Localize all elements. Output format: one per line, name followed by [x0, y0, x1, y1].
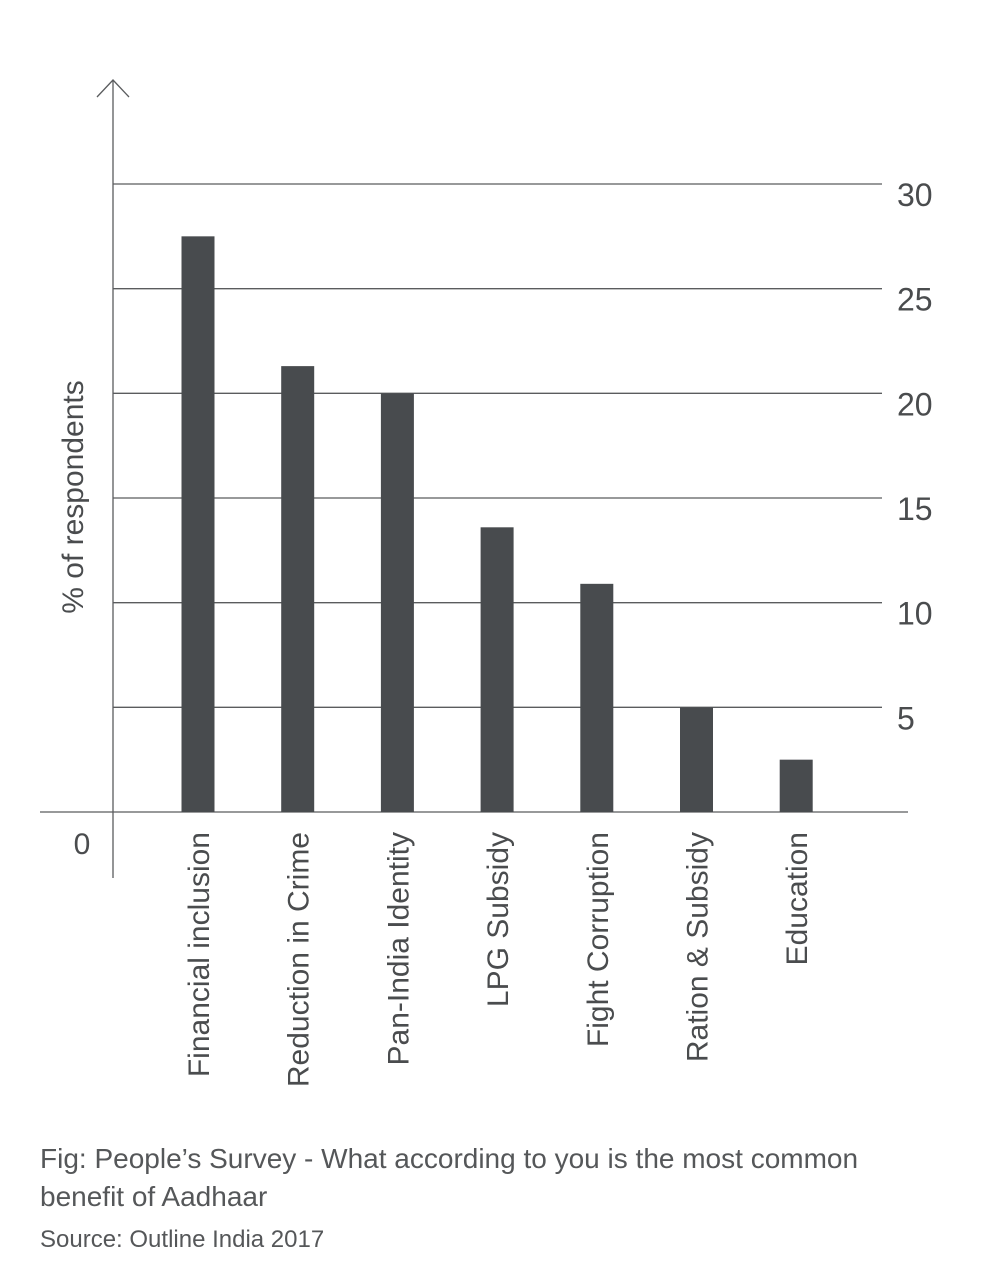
- y-tick-label: 10: [897, 596, 933, 632]
- bar: [480, 527, 514, 812]
- bar: [779, 759, 813, 812]
- y-axis-arrow: [96, 79, 130, 98]
- bar: [380, 393, 414, 812]
- y-axis-label: % of respondents: [57, 380, 90, 613]
- y-tick-labels: 30 25 20 15 10 5: [897, 177, 933, 736]
- bar-chart: 30 25 20 15 10 5 Financial inclusion Reduction…: [40, 79, 933, 1087]
- axes: [40, 79, 908, 878]
- figure-caption: Fig: People’s Survey - What according to…: [40, 1143, 859, 1212]
- category-label: Fight Corruption: [582, 832, 615, 1047]
- bar: [580, 583, 614, 812]
- bar: [680, 707, 713, 812]
- source-note: Source: Outline India 2017: [40, 1226, 325, 1253]
- category-label: Education: [781, 832, 814, 965]
- category-label: Ration & Subsidy: [682, 832, 715, 1062]
- bar: [181, 236, 215, 813]
- category-label: Pan-India Identity: [382, 832, 415, 1065]
- y-tick-label: 25: [897, 282, 933, 318]
- category-label: LPG Subsidy: [482, 832, 515, 1007]
- y-tick-label: 5: [897, 700, 915, 736]
- category-label: Reduction in Crime: [283, 832, 316, 1087]
- y-tick-label: 30: [897, 177, 933, 213]
- zero-label: 0: [74, 828, 91, 861]
- y-tick-label: 20: [897, 386, 933, 422]
- bars: [181, 236, 813, 813]
- x-category-labels: Financial inclusion Reduction in Crime Pan…: [183, 832, 814, 1087]
- y-tick-label: 15: [897, 491, 933, 527]
- category-label: Financial inclusion: [183, 832, 216, 1077]
- bar: [281, 366, 315, 812]
